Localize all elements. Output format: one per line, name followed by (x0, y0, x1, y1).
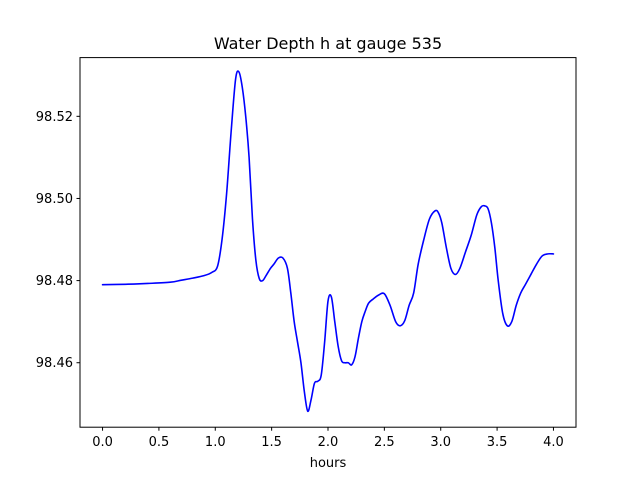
x-tick-label: 3.0 (430, 435, 451, 450)
y-tick-label: 98.46 (36, 356, 73, 371)
x-tick-label: 2.0 (318, 435, 339, 450)
x-axis-title: hours (310, 456, 347, 471)
x-tick-label: 4.0 (543, 435, 564, 450)
y-tick-label: 98.50 (36, 192, 73, 207)
x-tick-label: 3.5 (487, 435, 508, 450)
x-tick-label: 0.5 (149, 435, 170, 450)
x-tick-label: 1.5 (261, 435, 282, 450)
x-tick-label: 2.5 (374, 435, 395, 450)
y-tick-label: 98.52 (36, 110, 73, 125)
y-axis: 98.46 98.48 98.50 98.52 (36, 110, 80, 371)
y-tick-label: 98.48 (36, 274, 73, 289)
plot-layer (101, 70, 555, 413)
x-tick-label: 1.0 (205, 435, 226, 450)
x-axis: 0.0 0.5 1.0 1.5 2.0 2.5 3.0 3.5 4.0 (92, 427, 564, 450)
chart-title: Water Depth h at gauge 535 (214, 34, 442, 53)
series-line-0 (101, 70, 555, 413)
x-tick-label: 0.0 (92, 435, 113, 450)
